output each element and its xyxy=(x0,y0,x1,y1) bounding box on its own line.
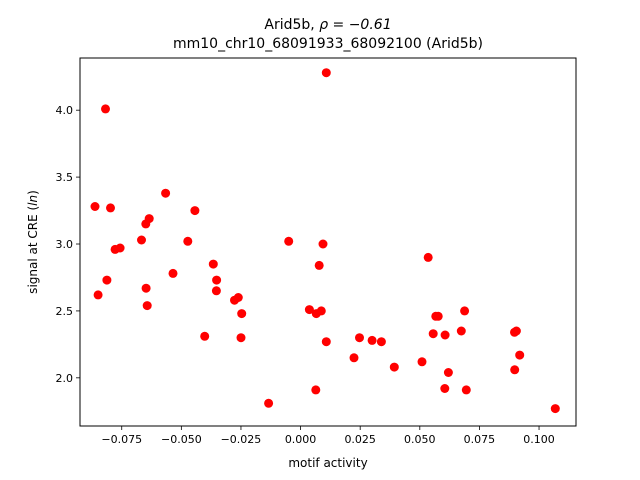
data-point xyxy=(515,350,525,360)
y-axis-label-prefix: signal at CRE ( xyxy=(26,206,40,294)
data-point xyxy=(460,306,470,316)
data-point xyxy=(417,357,427,367)
data-point xyxy=(461,385,471,395)
data-point xyxy=(443,368,453,377)
y-tick-label: 2.0 xyxy=(56,372,74,385)
x-tick-label: 0.050 xyxy=(404,433,436,446)
data-point xyxy=(211,286,221,296)
chart-title-rho: ρ = −0.61 xyxy=(319,17,391,33)
chart-title-line2: mm10_chr10_68091933_68092100 (Arid5b) xyxy=(173,36,483,52)
data-point xyxy=(208,259,218,269)
data-point xyxy=(212,275,222,285)
data-point xyxy=(311,385,321,395)
data-point xyxy=(456,326,466,336)
data-point xyxy=(316,306,326,316)
data-point xyxy=(511,326,521,336)
y-tick-label: 2.5 xyxy=(56,305,74,318)
y-tick-label: 3.0 xyxy=(56,238,74,251)
x-tick-label: −0.025 xyxy=(221,433,262,446)
data-point xyxy=(550,404,560,414)
data-point xyxy=(102,275,112,285)
data-point xyxy=(183,236,193,246)
y-tick-label: 3.5 xyxy=(56,171,74,184)
x-tick-label: 0.025 xyxy=(344,433,376,446)
data-point xyxy=(141,283,151,293)
x-tick-label: −0.050 xyxy=(161,433,202,446)
data-point xyxy=(115,243,125,253)
data-point xyxy=(284,236,294,246)
y-axis-label-italic: ln xyxy=(26,195,40,206)
data-point xyxy=(428,329,438,339)
data-point xyxy=(440,384,450,393)
chart-title-prefix: Arid5b, xyxy=(264,17,319,33)
data-point xyxy=(367,335,377,345)
data-point xyxy=(349,353,359,363)
data-points xyxy=(90,68,560,414)
data-point xyxy=(144,214,154,224)
data-point xyxy=(93,290,103,300)
x-tick-label: 0.100 xyxy=(523,433,555,446)
data-point xyxy=(440,330,450,340)
y-axis-label-suffix: ) xyxy=(26,190,40,195)
data-point xyxy=(433,311,443,321)
data-point xyxy=(510,365,520,375)
data-point xyxy=(389,362,399,372)
y-tick-label: 4.0 xyxy=(56,104,74,117)
data-point xyxy=(200,331,210,341)
x-axis-ticks: −0.075 −0.050 −0.025 0.000 0.025 0.050 0.075 0.… xyxy=(101,426,555,446)
chart-title-line1: Arid5b, ρ = −0.61 xyxy=(264,17,391,33)
data-point xyxy=(321,68,331,78)
y-axis-label: signal at CRE (ln) xyxy=(26,190,40,294)
data-point xyxy=(168,268,178,278)
plot-frame xyxy=(79,57,577,427)
data-point xyxy=(318,239,328,249)
data-point xyxy=(190,206,200,216)
data-point xyxy=(137,235,146,245)
data-point xyxy=(321,337,331,347)
data-point xyxy=(161,188,171,198)
x-tick-label: 0.075 xyxy=(464,433,496,446)
data-point xyxy=(304,305,314,315)
data-point xyxy=(90,202,100,211)
x-tick-label: 0.000 xyxy=(285,433,317,446)
data-point xyxy=(314,260,324,270)
x-axis-label: motif activity xyxy=(288,456,367,470)
y-axis-ticks: 2.0 2.5 3.0 3.5 4.0 xyxy=(56,104,80,385)
data-point xyxy=(106,203,115,213)
x-tick-label: −0.075 xyxy=(101,433,142,446)
data-point xyxy=(101,104,110,114)
data-point xyxy=(423,252,433,262)
data-point xyxy=(237,309,247,319)
data-point xyxy=(376,337,386,347)
data-point xyxy=(142,301,152,311)
data-point xyxy=(355,333,364,343)
data-point xyxy=(233,293,243,302)
data-point xyxy=(236,333,246,343)
data-point xyxy=(264,398,274,408)
